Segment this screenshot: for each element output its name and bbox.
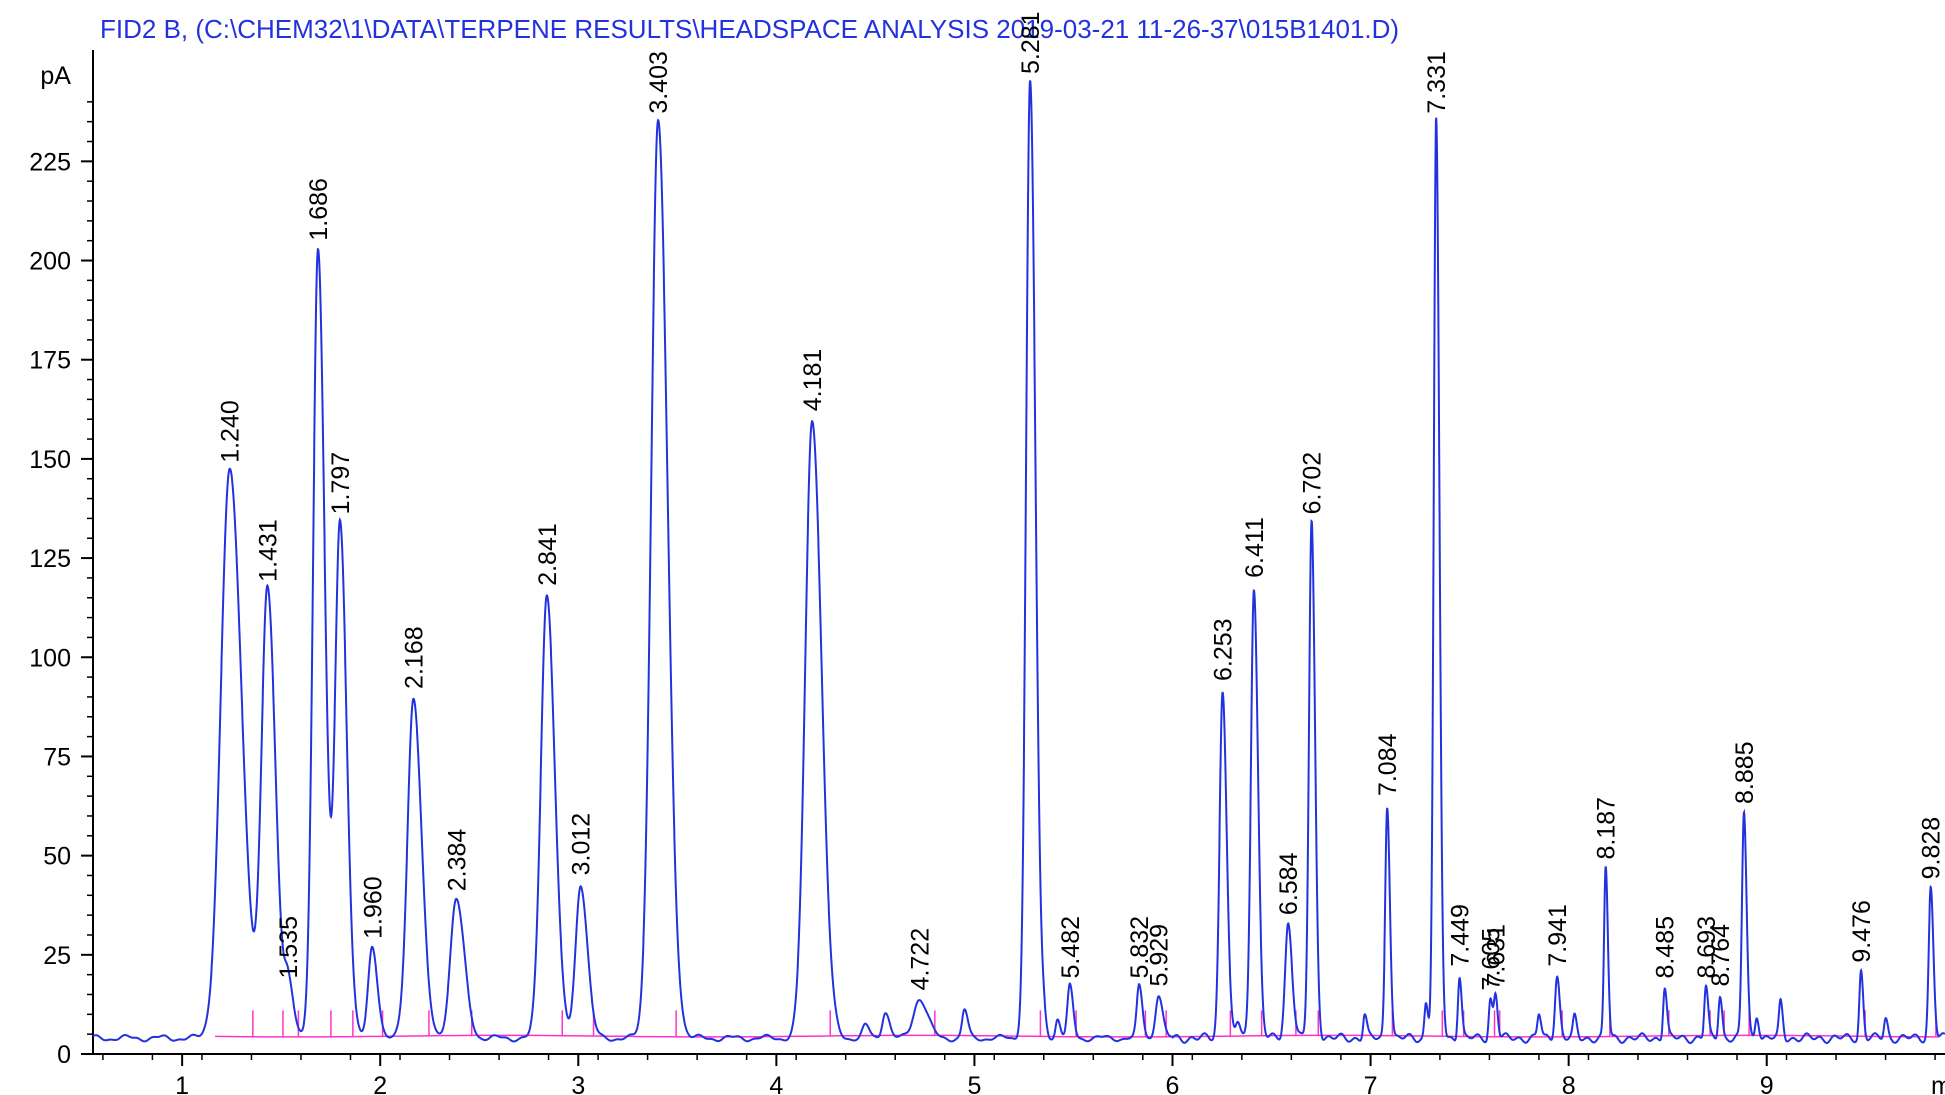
y-tick-label: 225 [29, 148, 71, 176]
y-tick-label: 50 [43, 843, 71, 871]
peak-label: 9.476 [1848, 900, 1876, 963]
peak-label: 2.841 [534, 523, 562, 586]
x-tick-label: 2 [373, 1072, 387, 1095]
axes: 0 25 50 75 100 125 150 175 200 225 pA 1 2 3 4 5 6 7 8 9 mi [29, 50, 1945, 1095]
peak-1.960: 1.960 [359, 876, 387, 939]
peak-label: 1.431 [255, 519, 283, 582]
peak-label: 2.168 [400, 626, 428, 689]
peak-label: 5.482 [1057, 916, 1085, 979]
y-tick-label: 150 [29, 446, 71, 474]
peak-label: 7.631 [1483, 924, 1511, 987]
peak-label: 5.832 [1126, 916, 1154, 979]
peak-label: 5.281 [1017, 11, 1045, 74]
peak-label: 1.240 [217, 400, 245, 463]
peak-label: 4.722 [906, 928, 934, 991]
peak-7.084: 7.084 [1374, 733, 1402, 796]
signal-trace [92, 80, 1945, 1044]
peak-label: 3.012 [568, 813, 596, 876]
peak-9.476: 9.476 [1848, 900, 1876, 963]
y-tick-label: 125 [29, 545, 71, 573]
peak-label: 1.797 [327, 452, 355, 515]
peak-label: 1.686 [305, 178, 333, 241]
peak-5.929: 5.929 [1145, 924, 1173, 987]
peak-label: 9.828 [1918, 817, 1945, 880]
peak-label: 8.885 [1731, 741, 1759, 804]
peak-5.832: 5.832 [1126, 916, 1154, 979]
y-tick-label: 100 [29, 644, 71, 672]
peak-8.187: 8.187 [1593, 797, 1621, 860]
peak-labels: 1.240 1.431 1.535 1.686 1.797 1.960 2.168 2.384… [217, 11, 1945, 990]
peak-7.605: 7.605 [1477, 928, 1505, 991]
peak-label: 8.693 [1693, 916, 1721, 979]
trace-layer [92, 80, 1945, 1044]
peak-3.012: 3.012 [568, 813, 596, 876]
peak-label: 6.584 [1275, 852, 1303, 915]
peak-1.686: 1.686 [305, 178, 333, 241]
peak-label: 2.384 [443, 829, 471, 892]
peak-6.411: 6.411 [1241, 517, 1269, 578]
peak-5.482: 5.482 [1057, 916, 1085, 979]
peak-8.693: 8.693 [1693, 916, 1721, 979]
y-tick-label: 200 [29, 248, 71, 276]
peak-label: 1.535 [275, 916, 303, 979]
peak-8.764: 8.764 [1707, 924, 1735, 987]
peak-6.702: 6.702 [1299, 452, 1327, 515]
peak-label: 7.084 [1374, 733, 1402, 796]
x-tick-label: 6 [1166, 1072, 1180, 1095]
x-tick-label: 1 [175, 1072, 189, 1095]
peak-1.240: 1.240 [217, 400, 245, 463]
peak-label: 1.960 [359, 876, 387, 939]
peak-label: 8.485 [1652, 916, 1680, 979]
peak-7.941: 7.941 [1544, 904, 1572, 967]
peak-label: 7.449 [1447, 904, 1475, 967]
peak-label: 7.605 [1477, 928, 1505, 991]
peak-label: 6.253 [1210, 618, 1238, 681]
y-tick-label: 175 [29, 347, 71, 375]
peak-8.885: 8.885 [1731, 741, 1759, 804]
y-axis-label: pA [40, 62, 71, 90]
x-tick-label: 9 [1760, 1072, 1774, 1095]
x-tick-label: 5 [967, 1072, 981, 1095]
peak-label: 5.929 [1145, 924, 1173, 987]
x-tick-label: 4 [769, 1072, 783, 1095]
peak-6.584: 6.584 [1275, 852, 1303, 915]
peak-label: 7.941 [1544, 904, 1572, 967]
x-tick-label: 3 [571, 1072, 585, 1095]
peak-1.535: 1.535 [275, 916, 303, 979]
peak-7.631: 7.631 [1483, 924, 1511, 987]
y-tick-label: 25 [43, 942, 71, 970]
x-axis-label: mi [1931, 1072, 1945, 1095]
peak-4.181: 4.181 [799, 349, 827, 412]
peak-1.797: 1.797 [327, 452, 355, 515]
peak-3.403: 3.403 [645, 51, 673, 114]
peak-2.841: 2.841 [534, 523, 562, 586]
chart-title: FID2 B, (C:\CHEM32\1\DATA\TERPENE RESULT… [100, 14, 1400, 44]
peak-label: 3.403 [645, 51, 673, 114]
peak-6.253: 6.253 [1210, 618, 1238, 681]
peak-2.384: 2.384 [443, 829, 471, 892]
x-tick-label: 7 [1364, 1072, 1378, 1095]
peak-label: 7.331 [1423, 51, 1451, 114]
y-tick-label: 75 [43, 743, 71, 771]
peak-label: 8.187 [1593, 797, 1621, 860]
peak-2.168: 2.168 [400, 626, 428, 689]
y-tick-label: 0 [57, 1041, 71, 1069]
peak-5.281: 5.281 [1017, 11, 1045, 74]
peak-label: 6.411 [1241, 517, 1269, 578]
peak-7.449: 7.449 [1447, 904, 1475, 967]
peak-4.722: 4.722 [906, 928, 934, 991]
peak-8.485: 8.485 [1652, 916, 1680, 979]
peak-label: 4.181 [799, 349, 827, 412]
peak-7.331: 7.331 [1423, 51, 1451, 114]
peak-label: 8.764 [1707, 924, 1735, 987]
x-tick-label: 8 [1562, 1072, 1576, 1095]
peak-label: 6.702 [1299, 452, 1327, 515]
peak-9.828: 9.828 [1918, 817, 1945, 880]
peak-1.431: 1.431 [255, 519, 283, 582]
